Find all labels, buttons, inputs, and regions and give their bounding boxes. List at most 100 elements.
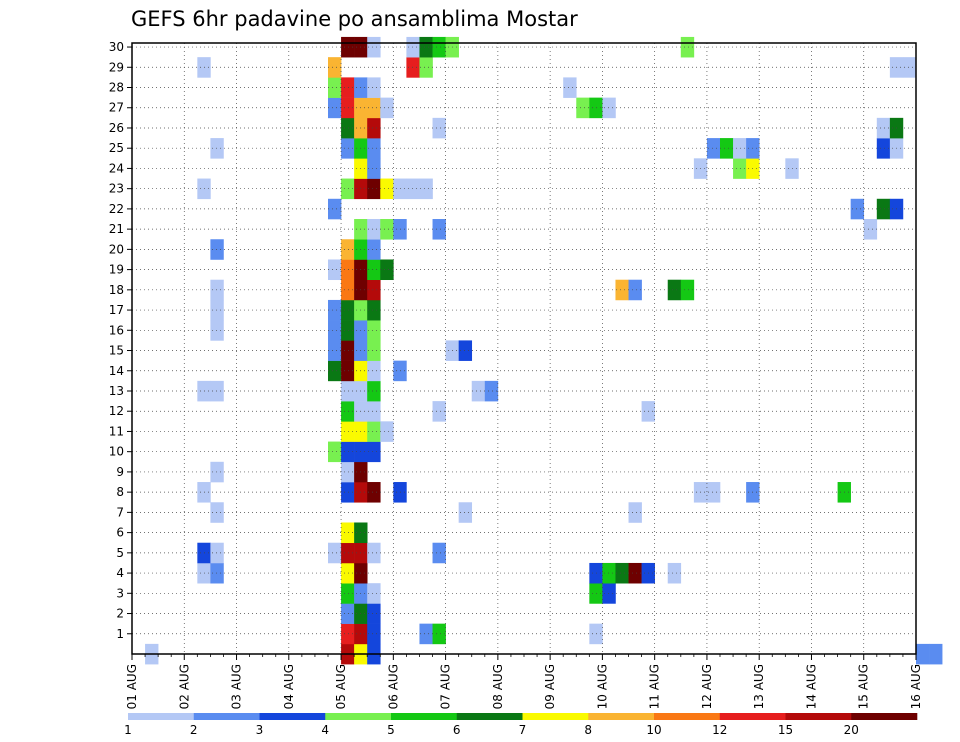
precip-cell (863, 219, 878, 240)
y-tick-label: 24 (109, 161, 124, 175)
precip-cell (341, 583, 355, 604)
legend-label: 7 (519, 723, 527, 737)
legend-swatch (128, 713, 195, 720)
plot-background (132, 43, 916, 654)
precip-cell (367, 421, 381, 442)
legend-label: 15 (778, 723, 793, 737)
y-tick-label: 5 (116, 546, 124, 560)
precip-cell (367, 77, 381, 98)
x-tick-label: 04 AUG (282, 664, 296, 709)
chart-title: GEFS 6hr padavine po ansamblima Mostar (131, 7, 578, 31)
precip-cell (328, 360, 342, 382)
precip-cell (341, 623, 355, 645)
precip-cell (341, 239, 355, 260)
precip-cell (341, 461, 355, 483)
precip-cell (367, 158, 381, 179)
precip-cell (367, 482, 381, 503)
legend-label: 5 (387, 723, 395, 737)
y-tick-label: 7 (116, 505, 124, 519)
x-tick-label: 05 AUG (334, 664, 348, 709)
y-tick-label: 19 (109, 263, 124, 277)
legend-swatch (522, 713, 589, 720)
grid-lines (132, 43, 916, 654)
legend-label: 6 (453, 723, 461, 737)
precip-cell (210, 299, 224, 321)
precip-cell (341, 299, 355, 321)
precip-cell (432, 36, 446, 58)
precip-cell (876, 198, 891, 220)
y-tick-label: 22 (109, 202, 124, 216)
precip-cell (341, 522, 355, 544)
legend-swatch (259, 713, 326, 720)
precip-cell (367, 279, 381, 301)
precip-cell (328, 77, 342, 98)
precip-cell (432, 542, 446, 564)
y-tick-label: 25 (109, 141, 124, 155)
legend-label: 3 (256, 723, 264, 737)
precip-cell (210, 320, 224, 341)
precip-cell (484, 380, 499, 402)
precip-cell (341, 77, 355, 98)
y-tick-label: 18 (109, 283, 124, 297)
x-tick-label: 14 AUG (804, 664, 818, 709)
precip-cell (680, 279, 695, 301)
legend-swatch (391, 713, 458, 720)
y-tick-label: 2 (116, 607, 124, 621)
precip-cell (628, 502, 642, 523)
x-tick-label: 10 AUG (595, 664, 609, 709)
precip-cell (667, 279, 682, 301)
precip-cell (328, 97, 342, 119)
y-tick-label: 12 (109, 404, 124, 418)
precip-cell (210, 562, 224, 584)
x-tick-label: 13 AUG (752, 664, 766, 709)
precip-cell (341, 401, 355, 422)
precip-cell (902, 57, 917, 78)
precip-cell (367, 259, 381, 281)
x-tick-label: 15 AUG (857, 664, 871, 709)
precip-cell (380, 259, 394, 281)
precip-cell (341, 482, 355, 503)
precip-cell (432, 117, 446, 139)
precip-cell (380, 421, 394, 442)
x-tick-label: 11 AUG (648, 664, 662, 709)
precip-cell (210, 239, 224, 260)
y-tick-label: 16 (109, 323, 124, 337)
precip-cell (406, 178, 420, 200)
precip-cell (328, 441, 342, 463)
y-tick-label: 20 (109, 242, 124, 256)
y-tick-label: 21 (109, 222, 124, 236)
precip-cell (432, 623, 446, 645)
precip-cell (367, 239, 381, 260)
y-tick-label: 17 (109, 303, 124, 317)
precip-cell (341, 441, 355, 463)
x-axis: 01 AUG 02 AUG 03 AUG 04 AUG 05 AUG 06 AUG 07 A… (125, 654, 923, 709)
precip-cell (432, 219, 446, 240)
y-tick-label: 29 (109, 60, 124, 74)
precip-cell (341, 97, 355, 119)
precip-cell (706, 482, 721, 503)
y-axis: 1234567891011121314151617181920212223242… (109, 40, 132, 641)
y-tick-label: 23 (109, 182, 124, 196)
legend-swatch (456, 713, 523, 720)
x-tick-label: 06 AUG (386, 664, 400, 709)
precip-cell (419, 623, 433, 645)
y-tick-label: 10 (109, 445, 124, 459)
precip-cell (615, 279, 629, 301)
precip-cell (367, 603, 381, 624)
legend-swatch (588, 713, 655, 720)
precip-cell (328, 57, 342, 78)
precip-cell (367, 219, 381, 240)
precip-cell (850, 198, 865, 220)
precip-cell (341, 542, 355, 564)
precip-cell (328, 340, 342, 361)
y-tick-label: 1 (116, 627, 124, 641)
y-tick-label: 26 (109, 121, 124, 135)
precip-cell (419, 178, 433, 200)
precip-cell (602, 562, 616, 584)
x-tick-label: 01 AUG (125, 664, 139, 709)
precip-cell (367, 623, 381, 645)
precip-cell (380, 219, 394, 240)
precip-cell (341, 259, 355, 281)
x-tick-label: 07 AUG (439, 664, 453, 709)
precip-cell (876, 117, 891, 139)
